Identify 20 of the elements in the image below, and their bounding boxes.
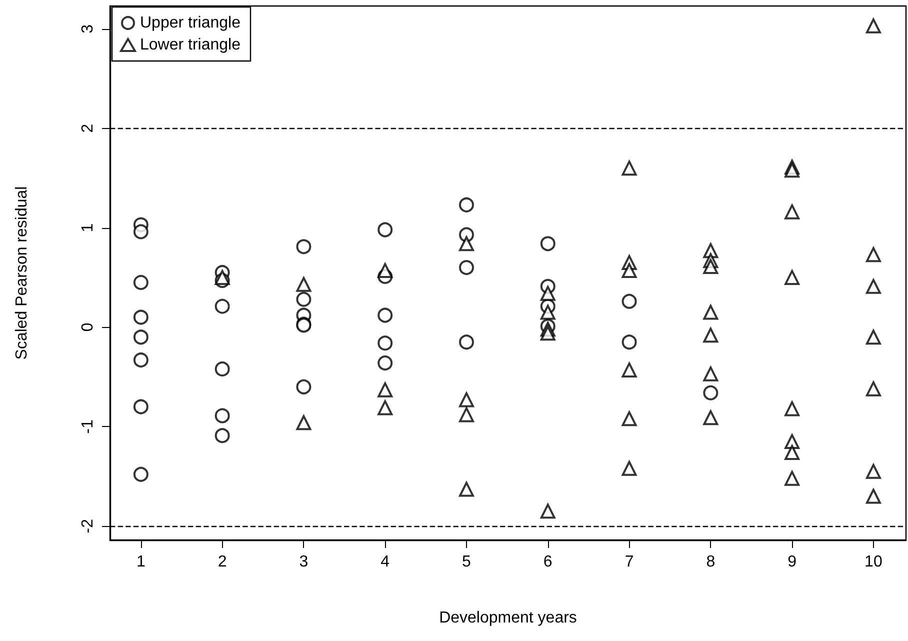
x-tick-label: 1	[136, 554, 146, 570]
x-tick-label: 6	[543, 554, 552, 570]
x-tick-label: 3	[299, 554, 308, 570]
x-tick-label: 7	[624, 554, 634, 570]
x-tick-label: 8	[706, 554, 716, 570]
y-axis-title: Scaled Pearson residual	[14, 186, 30, 360]
x-tick-label: 5	[462, 554, 472, 570]
x-tick-label: 4	[380, 554, 390, 570]
x-tick-label: 10	[864, 554, 882, 570]
legend-label: Upper triangle	[140, 14, 241, 32]
x-tick-label: 2	[218, 554, 227, 570]
y-tick-label: 3	[80, 24, 96, 34]
y-tick-label: 2	[80, 124, 96, 133]
legend-label: Lower triangle	[140, 36, 241, 54]
x-tick-label: 9	[788, 554, 797, 570]
y-tick-label: 1	[80, 223, 96, 232]
y-tick-label: 0	[80, 322, 96, 332]
y-tick-label: -1	[80, 419, 96, 434]
x-axis-title: Development years	[439, 610, 577, 626]
y-tick-label: -2	[80, 518, 96, 534]
